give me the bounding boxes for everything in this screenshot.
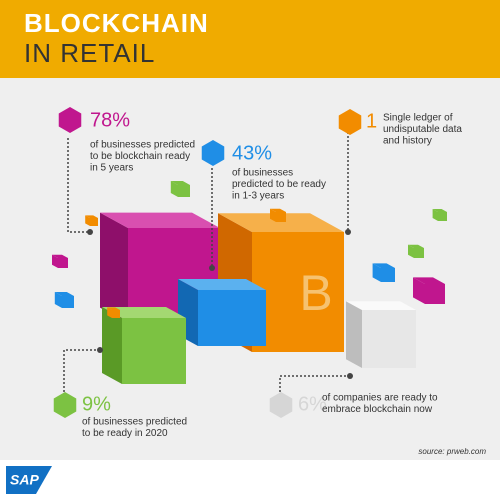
connector-dot [97, 347, 103, 353]
hexagon [269, 392, 293, 418]
cube [54, 292, 74, 308]
cube [170, 181, 190, 197]
cube-side [372, 263, 381, 282]
connectors [63, 132, 353, 392]
source: source: prweb.com [418, 447, 486, 456]
cube [107, 307, 120, 318]
cube-top [346, 301, 416, 310]
logo-shape [6, 466, 52, 494]
hexagon [201, 140, 225, 166]
cube-top [85, 215, 98, 218]
cube-top [107, 307, 120, 310]
hexagon [58, 107, 82, 133]
cube [346, 301, 416, 368]
footer [0, 460, 500, 499]
header-band [0, 0, 500, 78]
stat-description: and history [383, 136, 432, 147]
cube-front [276, 212, 286, 222]
cube-side [52, 254, 58, 268]
cube-side [270, 208, 276, 222]
connector-dot [87, 229, 93, 235]
cube-side [432, 209, 438, 221]
stat-description: in 1-3 years [232, 191, 284, 202]
cube-top [408, 244, 424, 248]
cube-side [54, 292, 62, 308]
bitcoin-icon: B [299, 265, 332, 321]
cube-top [413, 277, 445, 284]
cube [102, 307, 186, 384]
cube [178, 279, 266, 346]
cube-front [438, 212, 447, 221]
stat-description: to be blockchain ready [90, 151, 190, 162]
cube-top [52, 254, 68, 258]
cube-side [346, 301, 362, 368]
stat-value: 6% [298, 393, 327, 415]
connector [67, 138, 90, 233]
cube-top [432, 209, 447, 212]
cube-front [58, 258, 68, 268]
hexagon [53, 392, 77, 418]
cube-side [100, 212, 128, 323]
stat-value: 43% [232, 142, 272, 164]
stat-value: 78% [90, 109, 130, 131]
stat-description: of businesses [232, 168, 293, 179]
cube-front [178, 185, 190, 197]
cube-top [54, 292, 74, 296]
cube-top [102, 307, 186, 318]
cube-front [198, 290, 266, 346]
cube-front [414, 248, 424, 258]
cube-side [408, 244, 414, 258]
cube-top [100, 212, 220, 228]
cube-front [425, 284, 445, 304]
cube-top [270, 208, 286, 212]
cube-side [170, 181, 178, 197]
cube [432, 209, 447, 221]
stat-description: of companies are ready to [322, 393, 438, 404]
stat-description: predicted to be ready [232, 179, 326, 190]
title-line-1: BLOCKCHAIN [24, 8, 209, 38]
stat-description: Single ledger of [383, 113, 453, 124]
cube-top [170, 181, 190, 185]
stat-description: embrace blockchain now [322, 404, 433, 415]
connector-dot [209, 265, 215, 271]
cubes: B [52, 181, 447, 384]
connector-dot [345, 229, 351, 235]
cube-top [178, 279, 266, 290]
stat-value: 1 [366, 110, 377, 132]
cube-front [252, 232, 344, 352]
connector-dot [347, 373, 353, 379]
cube [408, 244, 424, 258]
logo: SAP [10, 472, 39, 488]
cube-top [218, 213, 344, 232]
cube-side [413, 277, 425, 304]
stat-description: undisputable data [383, 124, 462, 135]
cube-side [107, 307, 112, 318]
cube-side [85, 215, 90, 226]
cube-front [112, 310, 120, 318]
cube-side [102, 307, 122, 384]
stat-description: of businesses predicted [82, 417, 187, 428]
cube-top [372, 263, 395, 268]
stat-description: to be ready in 2020 [82, 428, 168, 439]
title-line-2: IN RETAIL [24, 38, 155, 68]
stat-value: 9% [82, 393, 111, 415]
cube [270, 208, 286, 222]
cube [52, 254, 68, 268]
cube [372, 263, 395, 282]
stat-description: of businesses predicted [90, 140, 195, 151]
connector [63, 349, 100, 392]
cube-front [362, 310, 416, 368]
cube-front [90, 218, 98, 226]
connector [279, 375, 350, 392]
cube-front [62, 296, 74, 308]
cube-front [122, 318, 186, 384]
stat-description: in 5 years [90, 163, 133, 174]
cube [413, 277, 445, 304]
hexagon [338, 109, 362, 135]
cube-front [381, 268, 395, 282]
cube [85, 215, 98, 226]
